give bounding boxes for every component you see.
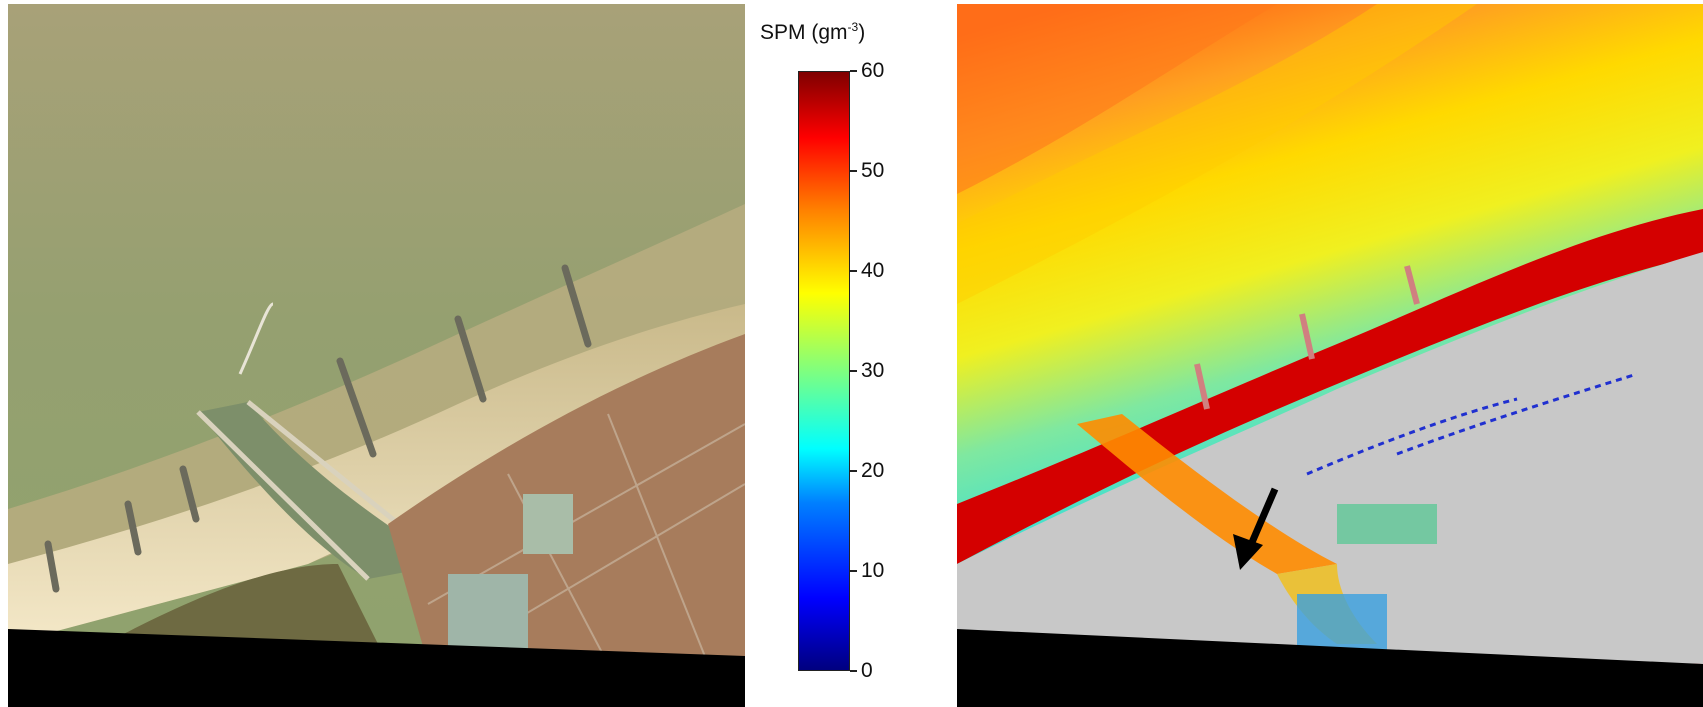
colorbar-title: SPM (gm-3) xyxy=(760,20,866,44)
colorbar-tick xyxy=(850,570,857,572)
marina-patches xyxy=(1297,504,1437,654)
groynes xyxy=(44,264,592,593)
colorbar-tick-label: 0 xyxy=(861,659,873,682)
ship-wake xyxy=(238,302,274,375)
colorbar-tick-label: 40 xyxy=(861,259,885,282)
colorbar-tick xyxy=(850,170,857,172)
nearshore-high-spm xyxy=(957,209,1703,564)
colorbar-tick xyxy=(850,270,857,272)
marina xyxy=(448,574,528,654)
beach xyxy=(8,304,745,644)
nodata-area xyxy=(8,629,745,707)
true-colour-image-panel xyxy=(8,4,745,707)
spm-map-panel xyxy=(957,4,1703,707)
harbour-channel-plume xyxy=(1077,414,1337,574)
spm-map xyxy=(957,4,1703,707)
channel-jetty xyxy=(196,410,370,581)
colorbar-tick-label: 10 xyxy=(861,559,885,582)
colorbar xyxy=(798,71,850,671)
nodata-area xyxy=(957,629,1703,707)
land-mask xyxy=(957,252,1703,664)
harbour-channel xyxy=(198,402,448,579)
groynes xyxy=(1194,265,1420,410)
colorbar-tick xyxy=(850,470,857,472)
true-colour-image xyxy=(8,4,745,707)
colorbar-tick xyxy=(850,70,857,72)
colorbar-tick-label: 50 xyxy=(861,159,885,182)
colorbar-tick-label: 60 xyxy=(861,59,885,82)
arrow-icon xyxy=(1233,487,1279,570)
colorbar-tick-label: 30 xyxy=(861,359,885,382)
colorbar-tick-label: 20 xyxy=(861,459,885,482)
colorbar-tick xyxy=(850,370,857,372)
colorbar-tick xyxy=(850,670,857,672)
